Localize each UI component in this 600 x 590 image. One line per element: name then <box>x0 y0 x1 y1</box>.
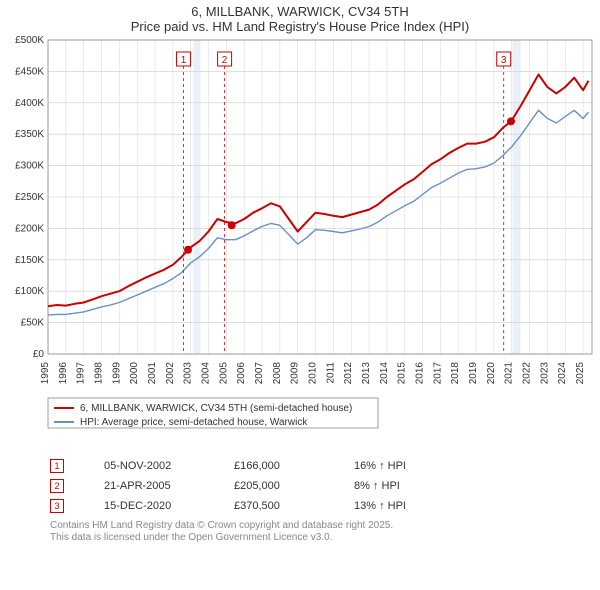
svg-text:1997: 1997 <box>76 362 87 385</box>
footer-line-1: Contains HM Land Registry data © Crown c… <box>50 520 594 532</box>
svg-text:£150K: £150K <box>15 255 44 266</box>
svg-text:2020: 2020 <box>486 362 497 385</box>
sale-marker-date: 15-DEC-2020 <box>104 500 234 512</box>
svg-text:2009: 2009 <box>290 362 301 385</box>
svg-text:2022: 2022 <box>522 362 533 385</box>
svg-text:2010: 2010 <box>308 362 319 385</box>
sale-marker-price: £370,500 <box>234 500 354 512</box>
svg-text:2003: 2003 <box>183 362 194 385</box>
svg-text:2016: 2016 <box>415 362 426 385</box>
sale-marker-row: 3 15-DEC-2020£370,50013% ↑ HPI <box>50 496 594 516</box>
svg-text:£250K: £250K <box>15 192 44 203</box>
sale-marker-delta: 16% ↑ HPI <box>354 460 406 472</box>
svg-text:£450K: £450K <box>15 66 44 77</box>
sale-marker-date: 21-APR-2005 <box>104 480 234 492</box>
svg-text:2012: 2012 <box>343 362 354 385</box>
svg-text:2007: 2007 <box>254 362 265 385</box>
svg-text:2: 2 <box>222 55 228 66</box>
svg-text:2023: 2023 <box>539 362 550 385</box>
svg-text:1999: 1999 <box>111 362 122 385</box>
svg-text:2001: 2001 <box>147 362 158 385</box>
svg-text:£400K: £400K <box>15 98 44 109</box>
sale-marker-number: 3 <box>50 499 64 513</box>
sale-marker-row: 2 21-APR-2005£205,0008% ↑ HPI <box>50 476 594 496</box>
svg-text:£100K: £100K <box>15 286 44 297</box>
svg-text:2018: 2018 <box>450 362 461 385</box>
svg-text:2011: 2011 <box>325 362 336 384</box>
svg-text:2004: 2004 <box>201 362 212 385</box>
svg-text:£300K: £300K <box>15 161 44 172</box>
footer-attribution: Contains HM Land Registry data © Crown c… <box>0 516 600 544</box>
footer-line-2: This data is licensed under the Open Gov… <box>50 532 594 544</box>
sale-marker-price: £205,000 <box>234 480 354 492</box>
svg-text:£50K: £50K <box>21 318 45 329</box>
svg-text:2021: 2021 <box>504 362 515 385</box>
svg-text:2008: 2008 <box>272 362 283 385</box>
svg-text:2000: 2000 <box>129 362 140 385</box>
svg-text:HPI: Average price, semi-detac: HPI: Average price, semi-detached house,… <box>80 417 308 428</box>
title-line-1: 6, MILLBANK, WARWICK, CV34 5TH <box>0 4 600 19</box>
svg-text:2006: 2006 <box>236 362 247 385</box>
svg-text:2024: 2024 <box>557 362 568 385</box>
sale-marker-date: 05-NOV-2002 <box>104 460 234 472</box>
svg-text:2019: 2019 <box>468 362 479 385</box>
svg-text:£0: £0 <box>33 349 45 360</box>
chart-title-block: 6, MILLBANK, WARWICK, CV34 5TH Price pai… <box>0 0 600 34</box>
svg-text:1996: 1996 <box>58 362 69 385</box>
svg-text:3: 3 <box>501 55 507 66</box>
svg-text:£500K: £500K <box>15 35 44 46</box>
svg-text:2014: 2014 <box>379 362 390 385</box>
svg-text:£200K: £200K <box>15 223 44 234</box>
svg-text:2017: 2017 <box>432 362 443 385</box>
svg-text:2025: 2025 <box>575 362 586 385</box>
chart-area: £0 £50K £100K £150K £200K £250K £300K £350K £400… <box>0 34 600 454</box>
svg-text:1: 1 <box>181 55 187 66</box>
sale-marker-price: £166,000 <box>234 460 354 472</box>
svg-text:2013: 2013 <box>361 362 372 385</box>
title-line-2: Price paid vs. HM Land Registry's House … <box>0 19 600 34</box>
svg-text:2005: 2005 <box>218 362 229 385</box>
svg-text:1998: 1998 <box>94 362 105 385</box>
svg-text:6, MILLBANK, WARWICK, CV34 5TH: 6, MILLBANK, WARWICK, CV34 5TH (semi-det… <box>80 403 352 414</box>
sale-marker-delta: 13% ↑ HPI <box>354 500 406 512</box>
sale-marker-row: 1 05-NOV-2002£166,00016% ↑ HPI <box>50 456 594 476</box>
sale-marker-delta: 8% ↑ HPI <box>354 480 400 492</box>
sales-marker-table: 1 05-NOV-2002£166,00016% ↑ HPI 2 21-APR-200… <box>0 454 600 516</box>
svg-text:£350K: £350K <box>15 129 44 140</box>
svg-text:2002: 2002 <box>165 362 176 385</box>
svg-text:2015: 2015 <box>397 362 408 385</box>
sale-marker-number: 1 <box>50 459 64 473</box>
chart-svg: £0 £50K £100K £150K £200K £250K £300K £350K £400… <box>0 34 600 454</box>
svg-text:1995: 1995 <box>40 362 51 385</box>
sale-marker-number: 2 <box>50 479 64 493</box>
